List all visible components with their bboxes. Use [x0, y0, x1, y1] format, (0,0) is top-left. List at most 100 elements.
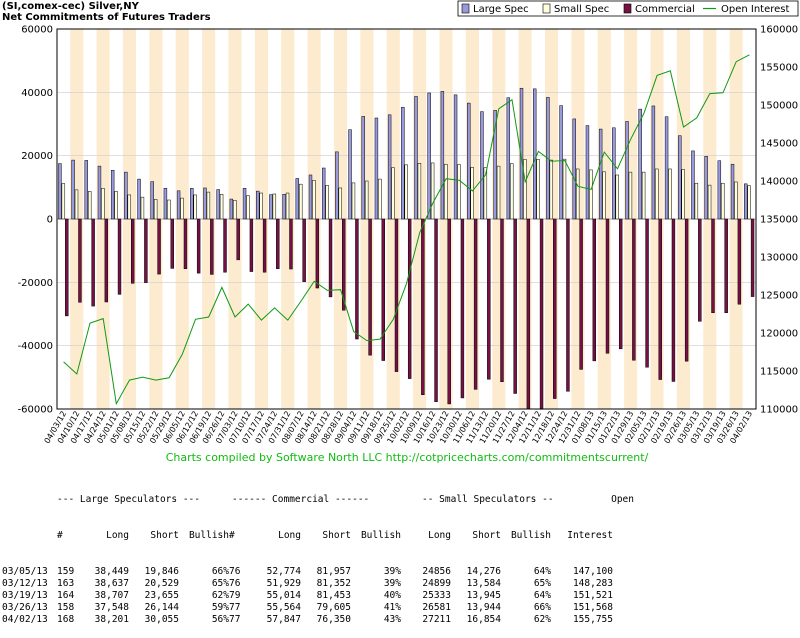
table-cell: 38,201 — [94, 614, 129, 625]
bar-large-spec — [229, 198, 234, 220]
legend: Large Spec Small Spec Commercial Open In… — [457, 0, 799, 17]
bar-small-spec — [193, 194, 197, 220]
bar-commercial — [276, 218, 280, 269]
table-cell: 62% — [533, 614, 551, 625]
bar-commercial — [144, 218, 148, 283]
bar-commercial — [104, 218, 109, 303]
bar-large-spec — [190, 188, 194, 220]
bar-small-spec — [536, 159, 540, 220]
table-cell: 13,584 — [466, 578, 501, 589]
table-cell: 59% — [211, 602, 229, 613]
bar-large-spec — [414, 96, 418, 220]
right-tick-label: 130000 — [760, 253, 798, 264]
table-cell: 163 — [57, 578, 75, 589]
bar-small-spec — [351, 182, 356, 220]
table-cell: 38,449 — [94, 566, 129, 577]
bar-large-spec — [704, 156, 708, 220]
table-cell: 26581 — [422, 602, 451, 613]
table-cell: 55,564 — [266, 602, 301, 613]
table-cell: 24899 — [422, 578, 451, 589]
bar-small-spec — [312, 180, 316, 220]
bar-small-spec — [364, 180, 369, 220]
table-cell: 65% — [533, 578, 551, 589]
bar-small-spec — [734, 181, 738, 220]
bar-small-spec — [721, 182, 725, 220]
left-tick-label: 60000 — [21, 25, 53, 36]
bar-small-spec — [668, 168, 672, 220]
column-header: Long — [278, 530, 301, 541]
bar-commercial — [236, 218, 240, 261]
bar-small-spec — [470, 167, 474, 220]
table-cell: 158 — [57, 602, 75, 613]
bar-large-spec — [163, 188, 168, 220]
bar-small-spec — [602, 171, 606, 220]
bar-large-spec — [97, 165, 102, 220]
legend-swatch-small-spec — [542, 3, 551, 14]
table-cell: 38,637 — [94, 578, 129, 589]
table-cell: 65% — [211, 578, 229, 589]
bar-commercial — [645, 218, 649, 368]
legend-label-open-interest: Open Interest — [721, 4, 790, 15]
table-cell: 38,707 — [94, 590, 129, 601]
table-cell: 159 — [57, 566, 75, 577]
left-tick-label: -20000 — [18, 278, 53, 289]
table-cell: 16,854 — [466, 614, 501, 625]
bar-small-spec — [707, 184, 712, 220]
table-cell: 76 — [229, 578, 241, 589]
table-cell: 26,144 — [144, 602, 179, 613]
right-tick-label: 110000 — [760, 405, 798, 416]
bar-large-spec — [678, 135, 682, 220]
group-open: Open — [611, 494, 634, 505]
right-tick-label: 160000 — [760, 25, 798, 36]
left-tick-label: 0 — [47, 215, 53, 226]
bar-commercial — [210, 218, 214, 275]
bar-small-spec — [615, 174, 619, 220]
bar-large-spec — [216, 189, 220, 220]
bar-large-spec — [84, 160, 88, 220]
bar-commercial — [196, 218, 201, 274]
bar-commercial — [262, 218, 267, 273]
bar-large-spec — [137, 178, 141, 220]
bar-commercial — [632, 218, 636, 361]
bar-large-spec — [282, 194, 286, 220]
bar-commercial — [566, 218, 570, 392]
bar-small-spec — [338, 187, 342, 220]
column-header: Interest — [567, 530, 613, 541]
bar-commercial — [526, 218, 531, 410]
left-tick-label: -40000 — [18, 341, 53, 352]
bar-large-spec — [651, 105, 656, 220]
bar-commercial — [65, 218, 69, 317]
bar-commercial — [355, 218, 359, 340]
bar-large-spec — [361, 116, 365, 220]
right-tick-label: 140000 — [760, 177, 798, 188]
column-header — [2, 530, 57, 542]
bar-small-spec — [61, 183, 66, 220]
bar-small-spec — [272, 193, 277, 220]
table-cell: 56% — [211, 614, 229, 625]
table-cell: 147,100 — [572, 566, 613, 577]
bar-large-spec — [71, 159, 75, 220]
bar-commercial — [381, 218, 385, 361]
bar-large-spec — [124, 171, 128, 220]
bar-small-spec — [681, 169, 685, 220]
bar-large-spec — [203, 187, 207, 220]
table-cell: 81,957 — [316, 566, 351, 577]
bar-large-spec — [401, 106, 405, 220]
right-tick-label: 150000 — [760, 101, 798, 112]
bar-large-spec — [427, 92, 431, 220]
bar-small-spec — [127, 194, 131, 220]
bar-commercial — [539, 218, 544, 410]
bar-large-spec — [717, 160, 722, 220]
cot-chart: (SI,comex-cec) Silver,NY Net Commitments… — [2, 0, 799, 464]
table-cell: 03/26/13 — [2, 602, 48, 613]
bar-large-spec — [585, 125, 590, 220]
bar-commercial — [500, 218, 504, 383]
bar-small-spec — [285, 192, 290, 220]
bar-small-spec — [219, 194, 224, 220]
table-cell: 79,605 — [316, 602, 351, 613]
chart-title: (SI,comex-cec) Silver,NY — [2, 1, 140, 12]
bar-commercial — [737, 218, 742, 305]
bar-commercial — [421, 218, 425, 395]
table-cell: 20,529 — [144, 578, 179, 589]
bar-large-spec — [453, 94, 458, 220]
